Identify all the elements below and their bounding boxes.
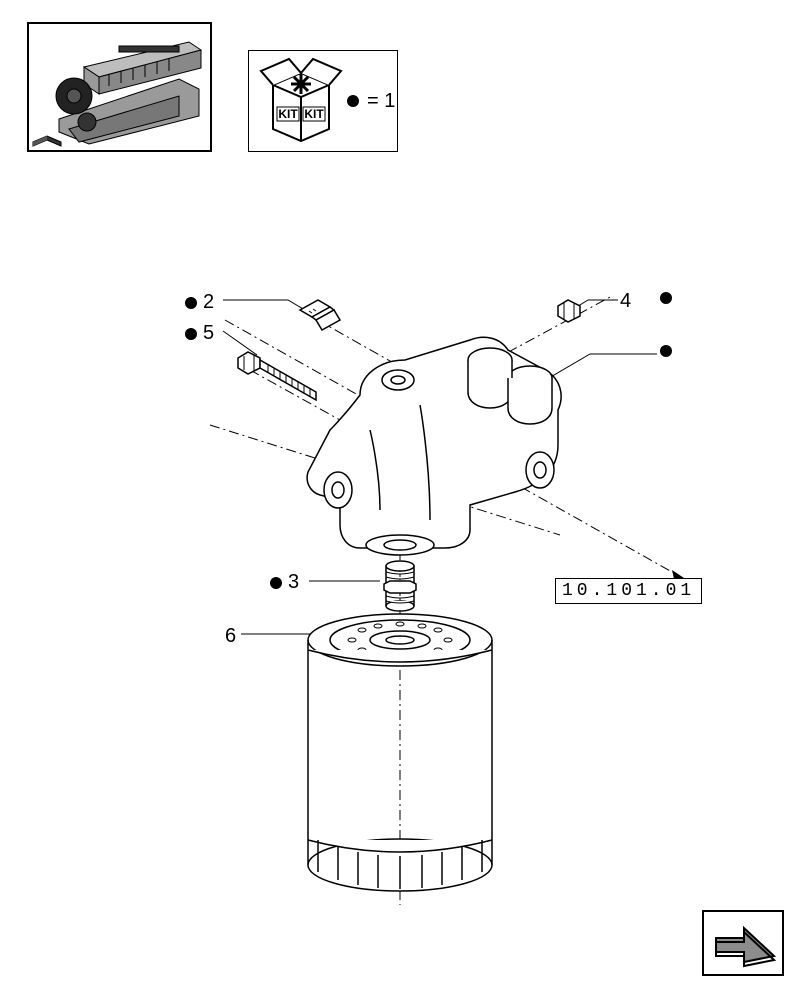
page-root: KIT KIT = 1 — [0, 0, 812, 1000]
callout-3-dot-icon — [270, 577, 282, 589]
callout-2: 2 — [185, 291, 214, 314]
next-page-arrow-frame[interactable] — [702, 910, 784, 976]
callout-5-text: 5 — [203, 322, 214, 345]
callout-2-text: 2 — [203, 291, 214, 314]
callout-3: 3 — [270, 571, 299, 594]
callout-4-dot — [660, 292, 672, 304]
callout-bracket-dot — [660, 345, 672, 357]
callout-6-text: 6 — [225, 625, 236, 648]
part-hex-plug — [558, 300, 580, 322]
callout-bracket-dot-icon — [660, 345, 672, 357]
callout-3-text: 3 — [288, 571, 299, 594]
part-filter-head-bracket — [307, 337, 561, 555]
callout-5: 5 — [185, 322, 214, 345]
callout-6: 6 — [225, 625, 236, 648]
cross-reference-box: 10.101.01 — [555, 578, 702, 604]
callout-4-dot-icon — [660, 292, 672, 304]
callout-2-dot-icon — [185, 297, 197, 309]
part-threaded-nipple — [384, 561, 416, 611]
cross-reference-text: 10.101.01 — [562, 581, 695, 601]
part-hex-bolt — [238, 352, 316, 400]
arrow-right-icon — [704, 912, 786, 978]
callout-4-text: 4 — [620, 290, 631, 313]
exploded-view-drawing — [0, 0, 812, 1000]
parts-group — [238, 300, 580, 891]
callout-4: 4 — [620, 290, 631, 313]
callout-5-dot-icon — [185, 328, 197, 340]
part-plug-sensor — [300, 300, 340, 330]
